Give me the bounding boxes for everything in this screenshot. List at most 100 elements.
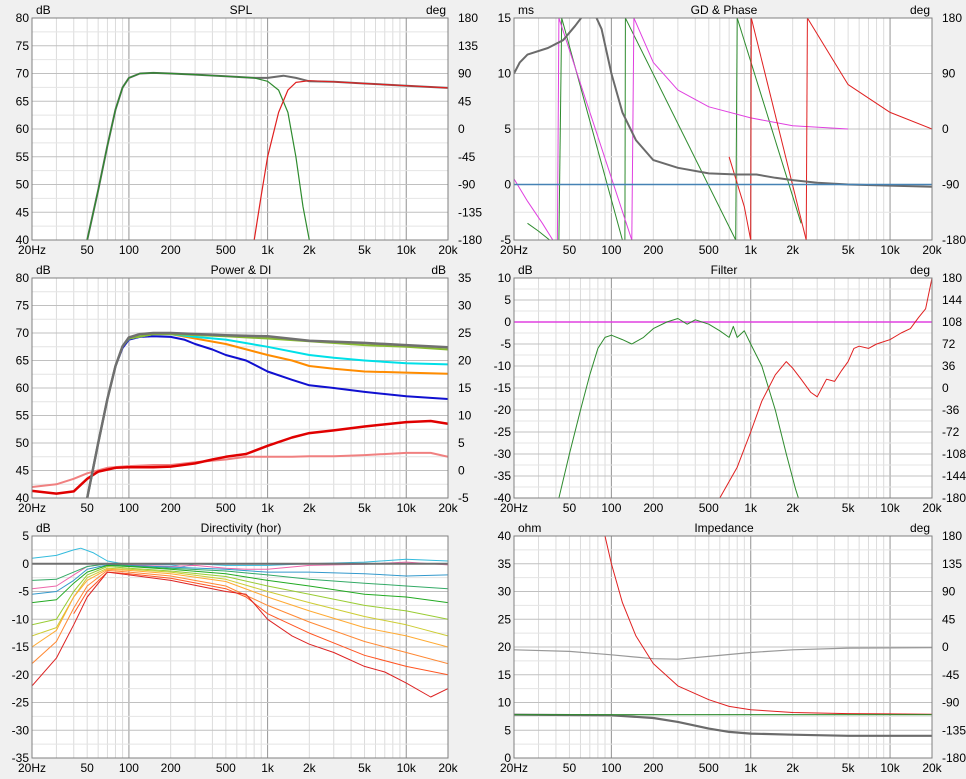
gd-series-line-7 bbox=[556, 18, 560, 240]
power-y-tick-label: 75 bbox=[16, 299, 30, 313]
power-series-line-6 bbox=[85, 331, 448, 498]
impedance-y2-tick-label: 0 bbox=[942, 640, 949, 654]
spl-y-tick-label: 55 bbox=[16, 150, 30, 164]
directivity-series-line-8 bbox=[32, 569, 448, 665]
filter-x-tick-label: 200 bbox=[643, 501, 663, 515]
gd-x-tick-label: 500 bbox=[699, 243, 719, 257]
filter-y-tick-label: -35 bbox=[494, 469, 512, 483]
gd-y-tick-label: 5 bbox=[504, 122, 511, 136]
spl-series-line-2 bbox=[253, 80, 448, 240]
spl-y2-tick-label: -135 bbox=[458, 205, 482, 219]
impedance-y2-tick-label: 135 bbox=[942, 557, 962, 571]
spl-x-tick-label: 1k bbox=[261, 243, 275, 257]
gd-x-tick-label: 10k bbox=[880, 243, 900, 257]
power-x-tick-label: 20Hz bbox=[18, 501, 46, 515]
directivity-title: Directivity (hor) bbox=[201, 521, 282, 535]
impedance-y2-tick-label: -180 bbox=[942, 751, 966, 765]
power-y2-tick-label: 5 bbox=[458, 436, 465, 450]
impedance-y-tick-label: 25 bbox=[498, 612, 512, 626]
impedance-x-tick-label: 200 bbox=[643, 761, 663, 775]
impedance-y2-tick-label: 90 bbox=[942, 585, 956, 599]
impedance-series-line-0 bbox=[514, 647, 932, 660]
directivity-series-line-5 bbox=[32, 566, 448, 626]
impedance-series-line-2 bbox=[514, 713, 932, 737]
filter-y-tick-label: -20 bbox=[494, 403, 512, 417]
spl-y-tick-label: 75 bbox=[16, 39, 30, 53]
filter-x-tick-label: 500 bbox=[699, 501, 719, 515]
gd-y2-tick-label: 180 bbox=[942, 11, 962, 25]
filter-series-line-1 bbox=[558, 318, 799, 498]
gd-x-tick-label: 100 bbox=[601, 243, 621, 257]
power-title: Power & DI bbox=[211, 263, 272, 277]
power-y2-tick-label: 0 bbox=[458, 464, 465, 478]
directivity-y-tick-label: 5 bbox=[22, 529, 29, 543]
impedance-y2-tick-label: -135 bbox=[942, 723, 966, 737]
power-y-tick-label: 70 bbox=[16, 326, 30, 340]
directivity-series-group bbox=[32, 547, 448, 698]
impedance-y2-tick-label: 45 bbox=[942, 612, 956, 626]
gd-x-tick-label: 20k bbox=[922, 243, 942, 257]
filter-y-tick-label: -15 bbox=[494, 381, 512, 395]
impedance-y2-tick-label: -90 bbox=[942, 696, 960, 710]
panel-impedance: Impedance ohm deg 0 5 10 15 20 25 30 35 40 -180 -1… bbox=[498, 521, 966, 775]
spl-y2-tick-label: -45 bbox=[458, 150, 476, 164]
impedance-x-tick-label: 5k bbox=[842, 761, 856, 775]
directivity-series-line-4 bbox=[32, 564, 448, 604]
spl-y-tick-label: 80 bbox=[16, 11, 30, 25]
power-y-tick-label: 40 bbox=[16, 491, 30, 505]
filter-y2-tick-label: -144 bbox=[942, 469, 966, 483]
impedance-series-group bbox=[514, 536, 932, 737]
power-y2-tick-label: 10 bbox=[458, 409, 472, 423]
power-x-tick-label: 100 bbox=[119, 501, 139, 515]
directivity-x-tick-label: 20k bbox=[438, 761, 458, 775]
filter-horizontal-grid bbox=[514, 277, 932, 499]
spl-y2-tick-label: 180 bbox=[458, 11, 478, 25]
spl-x-tick-label: 20k bbox=[438, 243, 458, 257]
power-y2-tick-label: 30 bbox=[458, 299, 472, 313]
directivity-y-tick-label: -15 bbox=[12, 640, 30, 654]
impedance-plot-border bbox=[513, 535, 933, 759]
filter-x-tick-label: 5k bbox=[842, 501, 856, 515]
filter-y-tick-label: 5 bbox=[504, 293, 511, 307]
directivity-x-tick-label: 500 bbox=[216, 761, 236, 775]
impedance-x-tick-label: 50 bbox=[563, 761, 577, 775]
filter-y-tick-label: -5 bbox=[500, 337, 511, 351]
filter-left-unit: dB bbox=[518, 263, 533, 277]
impedance-y-tick-label: 35 bbox=[498, 557, 512, 571]
gd-x-tick-label: 50 bbox=[563, 243, 577, 257]
power-y2-tick-label: 15 bbox=[458, 381, 472, 395]
gd-series-line-16 bbox=[527, 222, 550, 240]
directivity-series-line-3 bbox=[32, 563, 448, 590]
filter-x-tick-label: 20k bbox=[922, 501, 942, 515]
power-x-tick-label: 200 bbox=[161, 501, 181, 515]
directivity-series-line-7 bbox=[32, 568, 448, 648]
gd-series-line-12 bbox=[750, 18, 752, 240]
power-x-tick-label: 2k bbox=[303, 501, 317, 515]
spl-y2-tick-label: -90 bbox=[458, 178, 476, 192]
gd-x-tick-label: 1k bbox=[744, 243, 758, 257]
gd-series-line-9 bbox=[631, 18, 635, 240]
power-y-tick-label: 50 bbox=[16, 436, 30, 450]
impedance-x-tick-label: 10k bbox=[880, 761, 900, 775]
impedance-y-tick-label: 15 bbox=[498, 668, 512, 682]
directivity-x-tick-label: 2k bbox=[303, 761, 317, 775]
spl-series-group bbox=[86, 71, 448, 240]
filter-y2-tick-label: 180 bbox=[942, 271, 962, 285]
power-x-tick-label: 5k bbox=[358, 501, 372, 515]
spl-series-line-1 bbox=[86, 72, 310, 240]
impedance-y-tick-label: 10 bbox=[498, 696, 512, 710]
power-y2-tick-label: -5 bbox=[458, 491, 469, 505]
power-y-tick-label: 55 bbox=[16, 409, 30, 423]
filter-y-tick-label: -30 bbox=[494, 447, 512, 461]
impedance-y-tick-label: 30 bbox=[498, 585, 512, 599]
directivity-y-tick-label: -10 bbox=[12, 612, 30, 626]
directivity-y-tick-label: -20 bbox=[12, 668, 30, 682]
gd-series-line-1 bbox=[561, 18, 623, 240]
directivity-x-tick-label: 10k bbox=[397, 761, 417, 775]
impedance-y-tick-label: 20 bbox=[498, 640, 512, 654]
filter-series-line-2 bbox=[719, 278, 932, 498]
directivity-series-line-2 bbox=[32, 564, 448, 595]
impedance-y-tick-label: 0 bbox=[504, 751, 511, 765]
panel-power-di: Power & DI dB dB 40 45 50 55 60 65 70 75 80 -5 0 5 1… bbox=[16, 263, 472, 515]
